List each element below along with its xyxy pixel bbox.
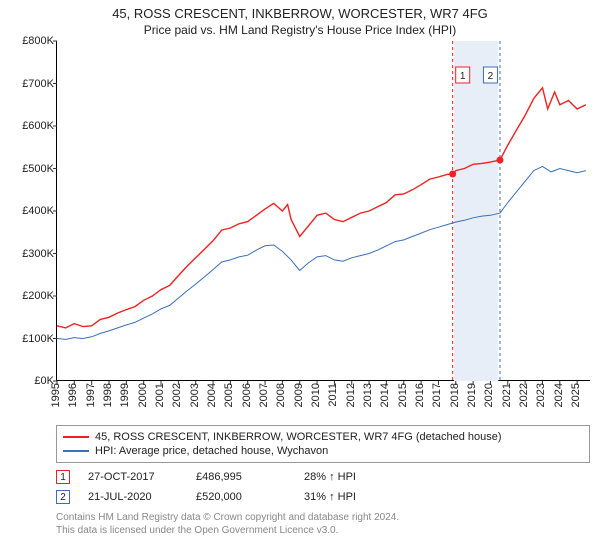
x-tick-label: 2018 xyxy=(449,383,461,407)
x-tick-label: 1998 xyxy=(102,383,114,407)
legend-label: HPI: Average price, detached house, Wych… xyxy=(95,445,328,457)
x-axis-labels: 1995199619971998199920002001200220032004… xyxy=(56,381,590,421)
x-tick-label: 1997 xyxy=(85,383,97,407)
x-tick-label: 2013 xyxy=(362,383,374,407)
x-tick-label: 2020 xyxy=(483,383,495,407)
legend-box: 45, ROSS CRESCENT, INKBERROW, WORCESTER,… xyxy=(56,425,590,463)
x-tick-label: 2002 xyxy=(171,383,183,407)
y-tick-label: £200K xyxy=(22,290,54,302)
legend-item-hpi: HPI: Average price, detached house, Wych… xyxy=(63,444,583,458)
x-tick-label: 2022 xyxy=(518,383,530,407)
transaction-price: £520,000 xyxy=(196,491,286,503)
x-tick-label: 2021 xyxy=(501,383,513,407)
y-tick-label: £600K xyxy=(22,120,54,132)
x-tick-label: 2017 xyxy=(431,383,443,407)
x-tick-label: 2014 xyxy=(379,383,391,407)
plot-area: 12 xyxy=(56,41,590,381)
chart-area: £0K£100K£200K£300K£400K£500K£600K£700K£8… xyxy=(10,41,590,421)
transactions-table: 1 27-OCT-2017 £486,995 28% ↑ HPI 2 21-JUL-202… xyxy=(56,467,590,507)
legend-label: 45, ROSS CRESCENT, INKBERROW, WORCESTER,… xyxy=(95,431,502,443)
x-tick-label: 2016 xyxy=(414,383,426,407)
transaction-date: 27-OCT-2017 xyxy=(88,471,178,483)
x-tick-label: 2019 xyxy=(466,383,478,407)
x-tick-label: 2007 xyxy=(258,383,270,407)
y-tick-label: £800K xyxy=(22,35,54,47)
x-tick-label: 2024 xyxy=(553,383,565,407)
y-tick-label: £700K xyxy=(22,78,54,90)
x-tick-label: 2015 xyxy=(397,383,409,407)
chart-titles: 45, ROSS CRESCENT, INKBERROW, WORCESTER,… xyxy=(10,6,590,37)
footer-line: Contains HM Land Registry data © Crown c… xyxy=(56,511,590,524)
x-tick-label: 2009 xyxy=(293,383,305,407)
x-tick-label: 1995 xyxy=(50,383,62,407)
x-tick-label: 2004 xyxy=(206,383,218,407)
transaction-marker: 1 xyxy=(56,470,70,484)
x-tick-label: 2010 xyxy=(310,383,322,407)
x-tick-label: 2012 xyxy=(345,383,357,407)
transaction-row: 1 27-OCT-2017 £486,995 28% ↑ HPI xyxy=(56,467,590,487)
title-sub: Price paid vs. HM Land Registry's House … xyxy=(10,23,590,37)
svg-text:2: 2 xyxy=(488,71,494,82)
y-tick-label: £100K xyxy=(22,333,54,345)
legend-swatch xyxy=(63,436,89,438)
y-axis-labels: £0K£100K£200K£300K£400K£500K£600K£700K£8… xyxy=(10,41,56,381)
y-tick-label: £300K xyxy=(22,248,54,260)
x-tick-label: 2023 xyxy=(535,383,547,407)
legend-swatch xyxy=(63,450,89,452)
x-tick-label: 2011 xyxy=(327,383,339,407)
transaction-marker: 2 xyxy=(56,490,70,504)
transaction-date: 21-JUL-2020 xyxy=(88,491,178,503)
x-tick-label: 2006 xyxy=(241,383,253,407)
x-tick-label: 1999 xyxy=(119,383,131,407)
y-tick-label: £400K xyxy=(22,205,54,217)
footer-attribution: Contains HM Land Registry data © Crown c… xyxy=(56,511,590,537)
x-tick-label: 2003 xyxy=(189,383,201,407)
x-tick-label: 2005 xyxy=(223,383,235,407)
x-tick-label: 2025 xyxy=(570,383,582,407)
transaction-price: £486,995 xyxy=(196,471,286,483)
x-tick-label: 2000 xyxy=(137,383,149,407)
transaction-delta: 31% ↑ HPI xyxy=(304,491,394,503)
x-tick-label: 1996 xyxy=(67,383,79,407)
transaction-row: 2 21-JUL-2020 £520,000 31% ↑ HPI xyxy=(56,487,590,507)
x-tick-label: 2008 xyxy=(275,383,287,407)
footer-line: This data is licensed under the Open Gov… xyxy=(56,524,590,537)
y-tick-label: £500K xyxy=(22,163,54,175)
svg-text:1: 1 xyxy=(460,71,466,82)
transaction-delta: 28% ↑ HPI xyxy=(304,471,394,483)
x-tick-label: 2001 xyxy=(154,383,166,407)
legend-item-price: 45, ROSS CRESCENT, INKBERROW, WORCESTER,… xyxy=(63,430,583,444)
chart-svg: 12 xyxy=(57,41,591,381)
title-main: 45, ROSS CRESCENT, INKBERROW, WORCESTER,… xyxy=(10,6,590,21)
